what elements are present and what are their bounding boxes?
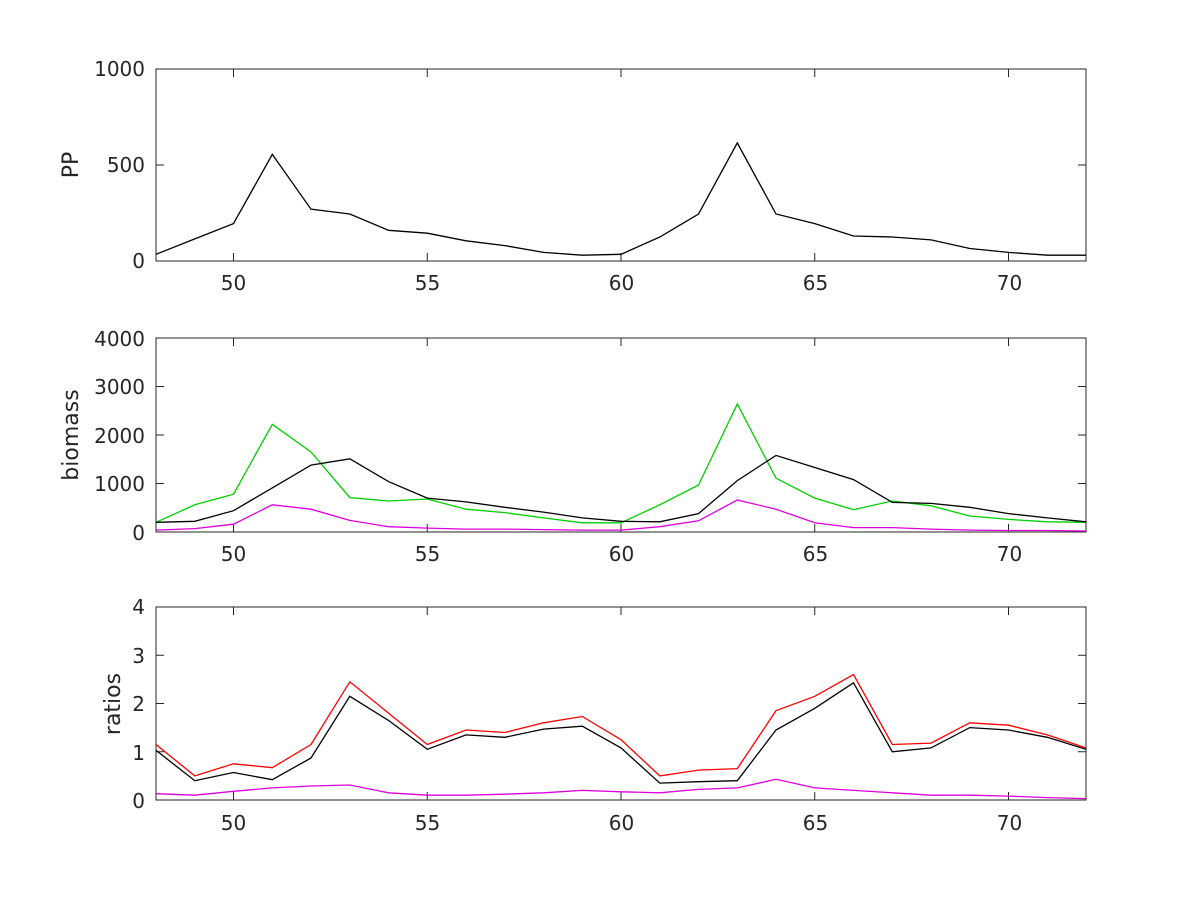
y-tick-label: 500	[107, 153, 145, 177]
y-tick-label: 1000	[94, 472, 145, 496]
x-tick-labels: 50 55 60 65 70	[221, 542, 1022, 566]
axes-frame	[155, 68, 1087, 262]
series-line-2	[156, 681, 1086, 784]
y-axis-label: PP	[59, 152, 84, 179]
x-tick-label: 65	[803, 271, 828, 295]
axes-frame	[155, 606, 1087, 801]
y-tick-label: 0	[132, 249, 145, 273]
x-tick-label: 65	[803, 811, 828, 835]
x-tick-label: 70	[997, 811, 1022, 835]
y-tick-labels: 0 1 2 3 4	[132, 595, 145, 813]
y-tick-label: 4000	[94, 327, 145, 351]
y-tick-label: 2	[132, 692, 145, 716]
x-tick-label: 70	[997, 542, 1022, 566]
y-tick-label: 4	[132, 595, 145, 619]
y-tick-label: 0	[132, 789, 145, 813]
y-tick-labels: 0 500 1000	[94, 57, 145, 273]
x-tick-label: 50	[221, 542, 246, 566]
x-tick-labels: 50 55 60 65 70	[221, 271, 1022, 295]
x-tick-label: 50	[221, 271, 246, 295]
x-tick-label: 60	[609, 271, 634, 295]
y-tick-label: 3	[132, 644, 145, 668]
panel-biomass: 50 55 60 65 70 0 1000 2000 3000 4000 bio…	[59, 327, 1087, 566]
x-tick-label: 65	[803, 542, 828, 566]
series-line-1	[156, 673, 1086, 777]
series-line-1	[156, 402, 1086, 524]
x-tick-label: 50	[221, 811, 246, 835]
y-axis-label: biomass	[59, 389, 84, 480]
x-tick-label: 55	[415, 811, 440, 835]
series-line-3	[156, 499, 1086, 532]
y-tick-label: 2000	[94, 424, 145, 448]
y-tick-labels: 0 1000 2000 3000 4000	[94, 327, 145, 545]
y-tick-label: 3000	[94, 375, 145, 399]
x-tick-label: 55	[415, 271, 440, 295]
y-axis-label: ratios	[101, 673, 126, 735]
x-tick-labels: 50 55 60 65 70	[221, 811, 1022, 835]
panel-pp: 50 55 60 65 70 0 500 1000 PP	[59, 57, 1087, 295]
x-tick-label: 60	[609, 811, 634, 835]
x-tick-label: 55	[415, 542, 440, 566]
y-tick-label: 0	[132, 521, 145, 545]
x-tick-label: 70	[997, 271, 1022, 295]
panel-ratios: 50 55 60 65 70 0 1 2 3 4 ratios	[101, 595, 1087, 835]
series-line-2	[156, 454, 1086, 523]
series-line-3	[156, 778, 1086, 800]
x-tick-label: 60	[609, 542, 634, 566]
y-tick-label: 1	[132, 741, 145, 765]
axes-frame	[155, 337, 1087, 533]
series-line-1	[156, 141, 1086, 256]
y-tick-label: 1000	[94, 57, 145, 81]
